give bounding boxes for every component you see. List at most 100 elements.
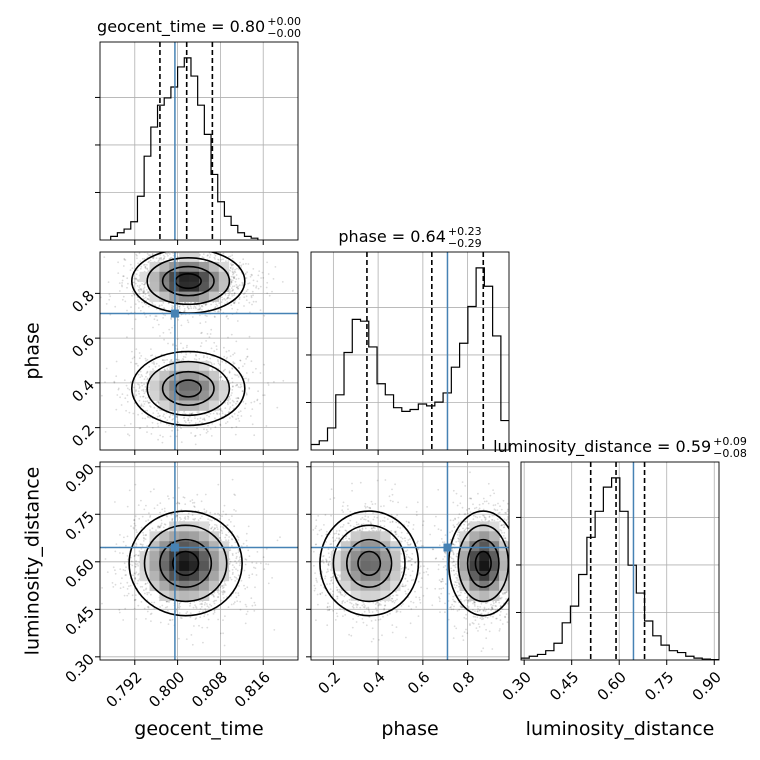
scatter-point (185, 249, 187, 251)
scatter-point (143, 258, 146, 260)
scatter-point (224, 293, 227, 296)
scatter-point (159, 525, 162, 528)
scatter-point (205, 510, 208, 512)
scatter-point (231, 289, 234, 292)
scatter-point (140, 265, 143, 268)
scatter-point (158, 526, 161, 529)
scatter-point (138, 517, 141, 520)
scatter-point (228, 371, 231, 374)
scatter-point (238, 556, 241, 559)
scatter-point (158, 365, 161, 367)
scatter-point (158, 415, 161, 417)
scatter-point (126, 286, 128, 289)
scatter-point (229, 255, 232, 258)
scatter-point (266, 281, 269, 284)
scatter-point (217, 591, 219, 594)
scatter-point (133, 293, 136, 296)
scatter-point (157, 526, 160, 529)
scatter-point (135, 553, 137, 556)
scatter-point (217, 596, 220, 598)
scatter-point (217, 359, 219, 361)
scatter-point (234, 271, 237, 274)
scatter-point (203, 615, 206, 618)
scatter-point (121, 298, 124, 301)
scatter-point (155, 246, 157, 248)
scatter-point (229, 521, 232, 523)
scatter-point (241, 283, 244, 285)
scatter-point (212, 593, 215, 596)
scatter-point (203, 417, 206, 420)
scatter-point (238, 367, 240, 370)
scatter-point (156, 415, 159, 418)
scatter-point (182, 347, 185, 349)
scatter-point (151, 527, 154, 530)
scatter-point (237, 548, 240, 551)
scatter-point (141, 305, 144, 308)
scatter-point (165, 252, 167, 255)
density-cell (179, 370, 190, 382)
scatter-point (199, 608, 202, 610)
scatter-point (239, 558, 241, 561)
scatter-point (219, 424, 222, 427)
scatter-point (163, 413, 165, 416)
scatter-point (235, 576, 238, 579)
scatter-point (135, 531, 138, 533)
scatter-point (135, 618, 138, 620)
scatter-point (152, 256, 154, 259)
scatter-point (167, 365, 170, 368)
scatter-point (159, 414, 161, 417)
scatter-point (124, 259, 127, 261)
scatter-point (251, 423, 254, 426)
scatter-point (224, 584, 227, 586)
scatter-point (210, 435, 213, 437)
scatter-point (207, 248, 209, 250)
scatter-point (193, 358, 196, 360)
scatter-point (124, 607, 127, 610)
scatter-point (217, 243, 219, 245)
scatter-point (235, 384, 237, 387)
scatter-point (148, 401, 151, 404)
scatter-point (202, 356, 205, 359)
density-cell (189, 370, 200, 382)
scatter-point (117, 387, 120, 390)
scatter-point (203, 508, 206, 511)
scatter-point (232, 363, 235, 365)
scatter-point (237, 411, 240, 414)
density-cell (218, 271, 230, 283)
scatter-point (225, 315, 228, 318)
scatter-point (233, 352, 236, 354)
scatter-point (231, 426, 233, 429)
scatter-point (225, 422, 227, 425)
scatter-point (153, 318, 156, 321)
scatter-point (232, 271, 234, 274)
scatter-point (125, 384, 128, 387)
scatter-point (236, 286, 239, 289)
scatter-point (139, 585, 142, 588)
scatter-point (245, 358, 248, 360)
scatter-point (114, 572, 117, 575)
scatter-point (232, 603, 235, 605)
scatter-point (231, 381, 234, 384)
scatter-point (237, 594, 240, 597)
scatter-point (228, 240, 230, 242)
scatter-point (178, 249, 180, 251)
scatter-point (272, 278, 275, 280)
scatter-point (149, 613, 152, 616)
scatter-point (218, 376, 221, 379)
scatter-point (146, 358, 149, 361)
scatter-point (141, 412, 144, 415)
density-cell (208, 261, 220, 273)
scatter-point (134, 562, 137, 565)
scatter-point (146, 425, 149, 427)
scatter-point (151, 426, 154, 429)
scatter-point (231, 254, 234, 257)
scatter-point (215, 599, 218, 602)
scatter-point (121, 284, 123, 287)
scatter-point (150, 620, 152, 622)
scatter-point (239, 359, 242, 362)
scatter-point (219, 308, 222, 311)
scatter-point (133, 554, 136, 557)
scatter-point (182, 496, 185, 498)
scatter-point (232, 243, 234, 245)
scatter-point (140, 548, 143, 550)
